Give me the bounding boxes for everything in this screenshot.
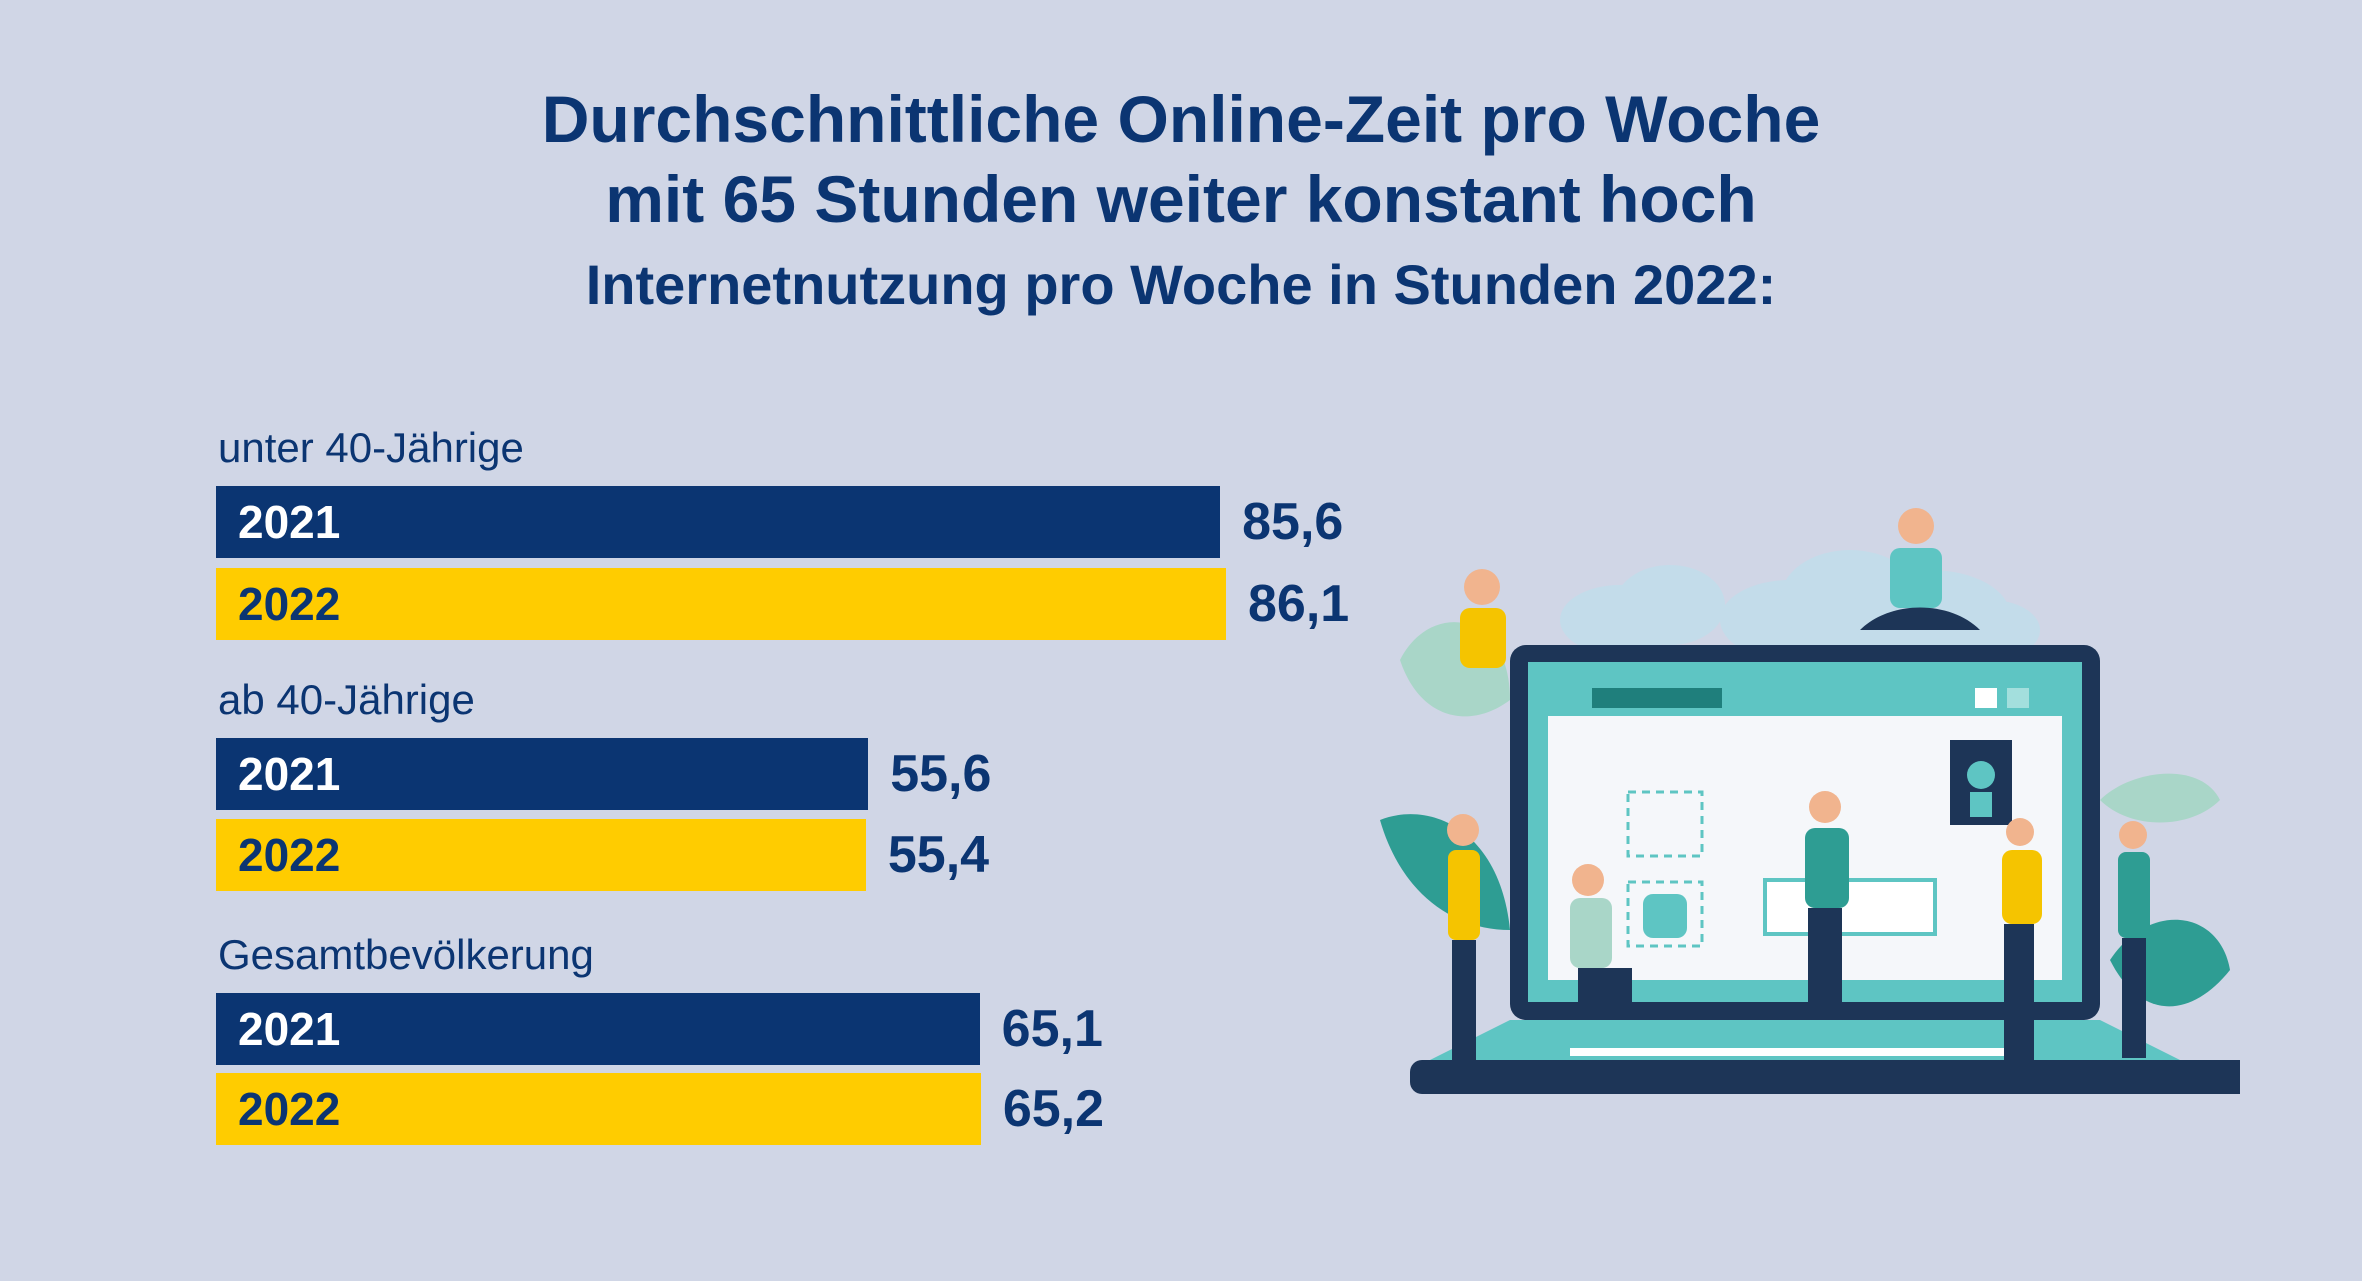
bar-year-label: 2021 bbox=[238, 496, 341, 548]
bar-year-label: 2022 bbox=[238, 829, 341, 881]
people-around-laptop-illustration bbox=[1380, 508, 2240, 1094]
value-from-40-2022: 55,4 bbox=[887, 826, 990, 884]
chart-subtitle: Internetnutzung pro Woche in Stunden 202… bbox=[585, 253, 1777, 316]
bar-under-40-2022: 2022 bbox=[216, 568, 1226, 640]
value-under-40-2021: 85,6 bbox=[1242, 493, 1344, 551]
bar-total-2021: 2021 bbox=[216, 993, 980, 1065]
bar-from-40-2022: 2022 bbox=[216, 819, 866, 891]
value-total-2021: 65,1 bbox=[1001, 1000, 1103, 1058]
person-shape bbox=[1447, 508, 2150, 1070]
bar-year-label: 2022 bbox=[238, 578, 341, 630]
bar-year-label: 2021 bbox=[238, 748, 341, 800]
value-under-40-2022: 86,1 bbox=[1248, 575, 1350, 633]
bar-total-2022: 2022 bbox=[216, 1073, 981, 1145]
chart-title-line-1: Durchschnittliche Online-Zeit pro Woche bbox=[541, 82, 1821, 156]
value-total-2022: 65,2 bbox=[1002, 1080, 1105, 1138]
group-label-total: Gesamtbevölkerung bbox=[218, 931, 594, 978]
group-label-under-40: unter 40-Jährige bbox=[218, 424, 524, 471]
bar-year-label: 2021 bbox=[238, 1003, 341, 1055]
chart-title-line-2: mit 65 Stunden weiter konstant hoch bbox=[605, 162, 1757, 236]
bar-year-label: 2022 bbox=[238, 1083, 341, 1135]
cloud-shape bbox=[1560, 550, 2040, 660]
group-label-from-40: ab 40-Jährige bbox=[218, 676, 475, 723]
bar-from-40-2021: 2021 bbox=[216, 738, 869, 810]
value-from-40-2021: 55,6 bbox=[890, 745, 992, 803]
bar-under-40-2021: 2021 bbox=[216, 486, 1221, 558]
laptop-shape bbox=[1410, 645, 2240, 1094]
